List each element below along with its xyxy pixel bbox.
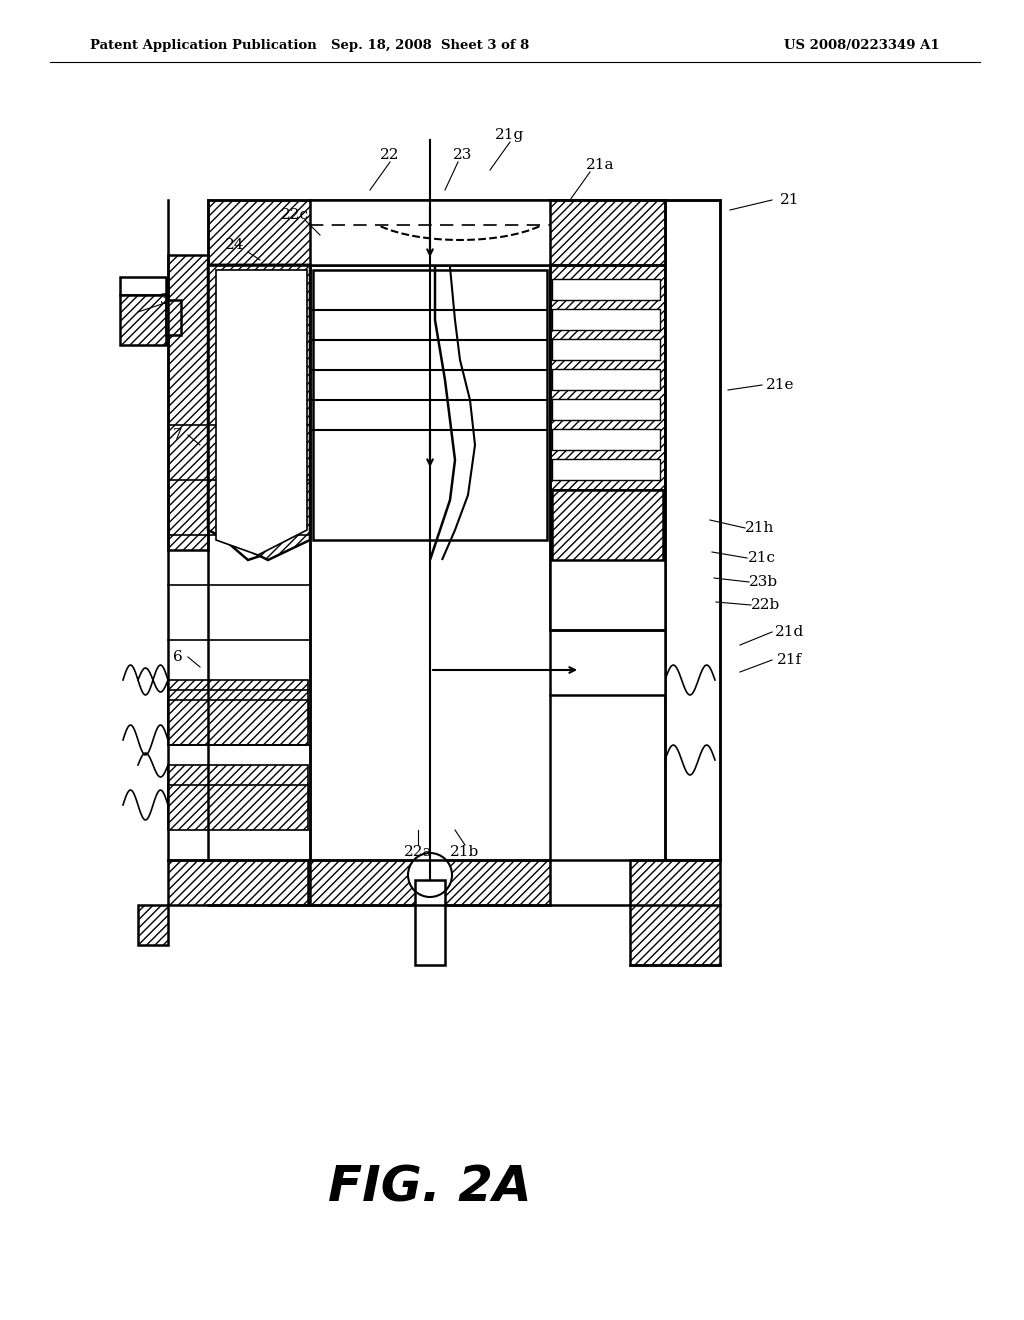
Bar xyxy=(550,630,665,696)
Polygon shape xyxy=(630,861,720,965)
Polygon shape xyxy=(208,201,665,265)
Text: 21e: 21e xyxy=(766,378,795,392)
Bar xyxy=(552,429,660,450)
Text: US 2008/0223349 A1: US 2008/0223349 A1 xyxy=(784,40,940,51)
Polygon shape xyxy=(310,861,550,906)
Bar xyxy=(552,279,660,300)
Text: 24: 24 xyxy=(225,238,245,252)
Polygon shape xyxy=(168,700,308,744)
Text: FIG. 2A: FIG. 2A xyxy=(329,1164,531,1212)
Text: 21c: 21c xyxy=(748,550,776,565)
Text: 3: 3 xyxy=(160,293,170,308)
Bar xyxy=(550,560,665,630)
Bar xyxy=(552,459,660,480)
Text: 7: 7 xyxy=(173,428,183,442)
Text: 21h: 21h xyxy=(745,521,775,535)
Bar xyxy=(120,277,166,294)
Text: 23: 23 xyxy=(454,148,473,162)
Bar xyxy=(313,271,547,540)
Polygon shape xyxy=(216,271,307,554)
Text: 22a: 22a xyxy=(403,845,432,859)
Polygon shape xyxy=(168,785,308,830)
Text: 22: 22 xyxy=(380,148,399,162)
Bar xyxy=(552,339,660,360)
Text: 21: 21 xyxy=(780,193,800,207)
Polygon shape xyxy=(166,300,181,335)
Bar xyxy=(552,370,660,389)
Bar xyxy=(552,309,660,330)
Polygon shape xyxy=(168,766,308,810)
Text: 21a: 21a xyxy=(586,158,614,172)
Text: 22c: 22c xyxy=(281,209,309,222)
Text: 21d: 21d xyxy=(775,624,805,639)
Polygon shape xyxy=(550,201,665,490)
Bar xyxy=(665,201,720,861)
Text: 21b: 21b xyxy=(451,845,479,859)
Text: Sep. 18, 2008  Sheet 3 of 8: Sep. 18, 2008 Sheet 3 of 8 xyxy=(331,40,529,51)
Text: 22b: 22b xyxy=(752,598,780,612)
Polygon shape xyxy=(208,265,310,560)
Polygon shape xyxy=(213,265,308,560)
Bar xyxy=(168,560,208,630)
Polygon shape xyxy=(168,680,308,730)
Polygon shape xyxy=(138,906,168,945)
Polygon shape xyxy=(550,201,665,490)
Polygon shape xyxy=(168,255,208,550)
Text: 21g: 21g xyxy=(496,128,524,143)
Bar xyxy=(415,880,445,965)
Text: 6: 6 xyxy=(173,649,183,664)
Circle shape xyxy=(408,853,452,898)
Bar xyxy=(552,399,660,420)
Bar xyxy=(310,201,550,265)
Text: 23b: 23b xyxy=(750,576,778,589)
Polygon shape xyxy=(552,490,663,620)
Text: Patent Application Publication: Patent Application Publication xyxy=(90,40,316,51)
Text: 21f: 21f xyxy=(777,653,803,667)
Polygon shape xyxy=(120,294,166,345)
Polygon shape xyxy=(550,490,665,630)
Polygon shape xyxy=(168,861,308,906)
